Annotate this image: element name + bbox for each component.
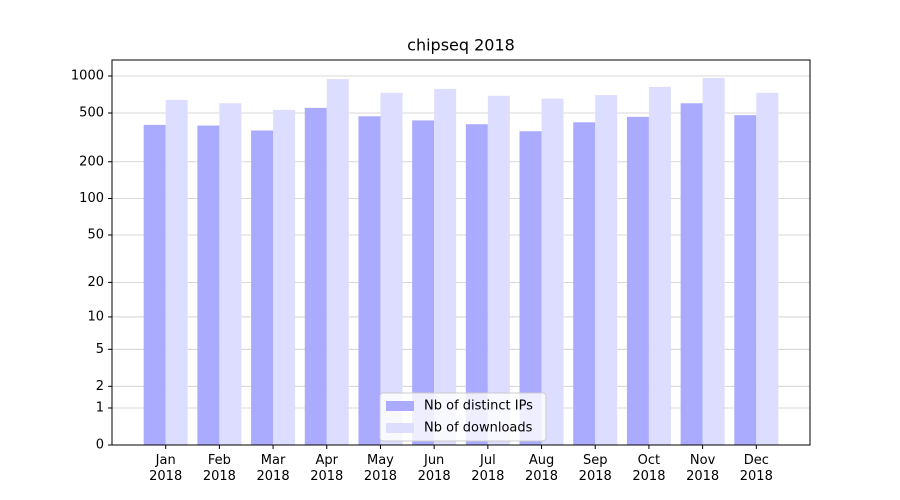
bar xyxy=(219,103,242,446)
bar xyxy=(434,88,457,445)
x-tick-label: Oct 2018 xyxy=(632,453,666,484)
x-tick-label: Jun 2018 xyxy=(417,453,451,484)
y-tick-label: 2 xyxy=(96,379,104,394)
y-tick-label: 50 xyxy=(87,228,104,243)
bar xyxy=(648,86,671,445)
legend-label: Nb of distinct IPs xyxy=(424,399,533,414)
y-tick-label: 10 xyxy=(87,309,104,324)
legend-swatch xyxy=(386,423,414,433)
y-tick-label: 20 xyxy=(87,275,104,290)
y-tick-label: 100 xyxy=(79,191,104,206)
y-tick-label: 500 xyxy=(79,105,104,120)
bar xyxy=(412,120,435,445)
bar xyxy=(273,109,296,446)
x-tick-label: Sep 2018 xyxy=(578,453,612,484)
bar xyxy=(734,115,757,445)
x-tick-label: Jul 2018 xyxy=(471,453,505,484)
bar xyxy=(756,92,779,445)
bar xyxy=(165,99,188,446)
y-tick-label: 1 xyxy=(96,400,104,415)
x-tick-label: Feb 2018 xyxy=(202,453,236,484)
bar xyxy=(541,98,564,446)
x-tick-label: Mar 2018 xyxy=(256,453,290,484)
bar xyxy=(251,130,274,445)
y-tick-label: 200 xyxy=(79,154,104,169)
bar xyxy=(143,124,166,446)
legend-swatch xyxy=(386,401,414,411)
bar xyxy=(304,107,327,445)
bar xyxy=(519,131,542,446)
bar xyxy=(487,95,510,446)
plot-frame xyxy=(111,59,811,446)
bar xyxy=(197,125,220,445)
bar xyxy=(702,77,725,446)
legend-box xyxy=(379,392,547,442)
x-tick-label: Nov 2018 xyxy=(686,453,720,484)
bar xyxy=(680,103,703,446)
bar xyxy=(380,92,403,445)
y-tick-label: 5 xyxy=(96,342,104,357)
x-tick-label: Dec 2018 xyxy=(739,453,773,484)
bar xyxy=(573,122,596,445)
x-tick-label: Apr 2018 xyxy=(310,453,344,484)
y-tick-label: 0 xyxy=(96,438,104,453)
chart-title: chipseq 2018 xyxy=(407,36,515,55)
x-tick-label: Aug 2018 xyxy=(524,453,559,484)
bar xyxy=(326,79,349,446)
bar xyxy=(626,116,649,445)
bar xyxy=(465,124,488,445)
bar xyxy=(358,116,381,445)
y-tick-label: 1000 xyxy=(71,69,104,84)
legend: Nb of distinct IPs Nb of downloads xyxy=(379,392,547,442)
x-tick-label: May 2018 xyxy=(363,453,397,484)
legend-label: Nb of downloads xyxy=(424,421,533,436)
bar xyxy=(595,95,618,445)
x-tick-label: Jan 2018 xyxy=(149,453,183,484)
